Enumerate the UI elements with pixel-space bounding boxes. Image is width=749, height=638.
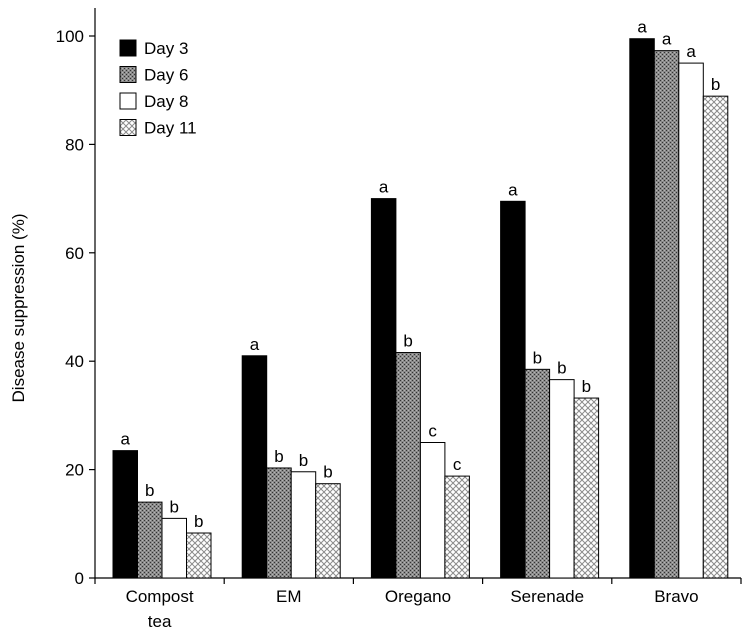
y-tick-label: 80 [65,135,84,154]
significance-letter: b [194,512,203,531]
significance-letter: c [428,422,437,441]
legend-swatch [119,92,137,110]
bar [370,198,397,579]
y-axis-label: Disease suppression (%) [9,214,28,403]
y-tick-label: 0 [75,569,84,588]
bar [186,532,212,579]
category-label: Oregano [385,587,451,606]
legend-label: Day 8 [144,92,188,111]
significance-letter: a [121,430,131,449]
legend-label: Day 6 [144,66,188,85]
category-label: Serenade [510,587,584,606]
significance-letter: b [557,359,566,378]
legend-swatch [119,119,137,136]
bar [524,368,551,579]
legend-label: Day 3 [144,39,188,58]
y-tick-label: 20 [65,461,84,480]
bar [290,471,317,579]
bar [549,379,575,579]
significance-letter: a [379,178,389,197]
bar [573,397,600,579]
bar [444,475,470,579]
bar [653,50,680,579]
significance-letter: b [403,332,412,351]
significance-letter: a [250,335,260,354]
bar [419,442,446,579]
bar [137,501,163,579]
significance-letter: b [299,451,308,470]
legend-swatch [119,39,137,57]
significance-letter: b [711,75,720,94]
y-tick-label: 40 [65,352,84,371]
category-label: Bravo [654,587,698,606]
bar [500,200,526,579]
bar [678,62,704,579]
significance-letter: a [508,180,518,199]
significance-letter: b [145,481,154,500]
category-label: tea [148,612,172,631]
legend-label: Day 11 [144,119,197,138]
bar [112,450,138,579]
significance-letter: a [686,42,696,61]
bar [315,483,341,579]
significance-letter: b [582,377,591,396]
category-label: EM [276,587,302,606]
y-tick-label: 60 [65,244,84,263]
significance-letter: a [662,30,672,49]
significance-letter: a [637,18,647,37]
category-label: Compost [126,587,194,606]
y-tick-label: 100 [56,27,84,46]
legend-swatch [119,66,137,83]
significance-letter: b [323,463,332,482]
bar [702,95,729,579]
bar [241,355,268,579]
bar [266,467,292,579]
axes: 0 20 40 60 80 100 Compost tea EM Oregano Serenade B… [56,8,742,631]
significance-letter: b [533,348,542,367]
bar [161,517,187,579]
bar [395,352,421,579]
significance-letter: b [170,497,179,516]
bar [629,38,655,579]
significance-letter: b [274,447,283,466]
significance-letter: c [453,455,462,474]
legend: Day 3 Day 6 Day 8 Day 11 [119,39,197,138]
